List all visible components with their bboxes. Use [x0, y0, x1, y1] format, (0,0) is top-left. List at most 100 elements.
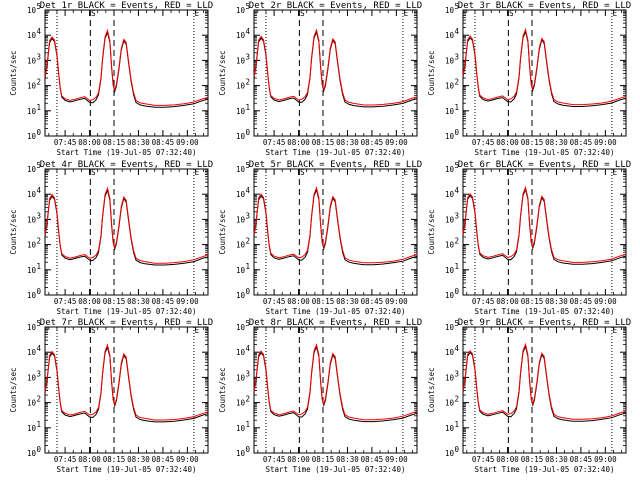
- y-tick-exponent: 3: [455, 211, 460, 220]
- y-tick-exponent: 3: [246, 211, 251, 220]
- y-tick-label: 10: [445, 323, 455, 332]
- y-tick-label: 10: [27, 399, 37, 408]
- y-tick-exponent: 5: [37, 319, 42, 328]
- x-tick-label: 07:45: [54, 138, 77, 147]
- y-tick-exponent: 5: [246, 2, 251, 11]
- y-tick-label: 10: [445, 6, 455, 15]
- end-marker-label: E: [195, 326, 200, 335]
- x-axis-label: Start Time (19-Jul-05 07:32:40): [266, 465, 406, 474]
- y-tick-label: 10: [445, 82, 455, 91]
- y-tick-exponent: 4: [37, 27, 42, 36]
- y-tick-label: 10: [236, 291, 246, 300]
- x-axis-label: Start Time (19-Jul-05 07:32:40): [57, 148, 197, 157]
- x-tick-label: 09:00: [594, 297, 617, 306]
- y-tick-label: 10: [236, 266, 246, 275]
- start-marker-label: S: [509, 168, 514, 177]
- y-tick-exponent: 3: [37, 369, 42, 378]
- y-tick-exponent: 2: [37, 78, 42, 87]
- y-tick-exponent: 2: [455, 237, 460, 246]
- end-marker-label: E: [195, 168, 200, 177]
- y-tick-label: 10: [27, 215, 37, 224]
- y-tick-exponent: 0: [246, 128, 251, 137]
- x-tick-label: 07:45: [472, 138, 495, 147]
- y-tick-exponent: 1: [455, 103, 460, 112]
- y-tick-exponent: 4: [455, 186, 460, 195]
- y-tick-exponent: 3: [246, 52, 251, 61]
- start-marker-label: S: [509, 9, 514, 18]
- y-axis-label: Counts/sec: [427, 367, 436, 412]
- plot-frame: [253, 9, 418, 137]
- x-tick-label: 09:00: [176, 455, 199, 464]
- y-tick-exponent: 2: [37, 237, 42, 246]
- x-axis-label: Start Time (19-Jul-05 07:32:40): [475, 307, 615, 316]
- y-tick-label: 10: [27, 82, 37, 91]
- y-axis-label: Counts/sec: [218, 50, 227, 95]
- y-tick-exponent: 1: [37, 262, 42, 271]
- y-tick-exponent: 5: [455, 2, 460, 11]
- y-tick-exponent: 0: [37, 445, 42, 454]
- plot-title: Det 7r BLACK = Events, RED = LLD: [40, 318, 213, 328]
- y-tick-label: 10: [27, 132, 37, 141]
- y-tick-label: 10: [236, 399, 246, 408]
- y-tick-exponent: 3: [37, 211, 42, 220]
- y-tick-exponent: 3: [37, 52, 42, 61]
- y-axis-label: Counts/sec: [218, 367, 227, 412]
- y-tick-label: 10: [27, 323, 37, 332]
- y-tick-exponent: 4: [246, 186, 251, 195]
- y-axis-label: Counts/sec: [9, 50, 18, 95]
- y-tick-exponent: 0: [455, 287, 460, 296]
- start-marker-label: S: [300, 9, 305, 18]
- y-axis-label: Counts/sec: [9, 367, 18, 412]
- plot-title: Det 2r BLACK = Events, RED = LLD: [249, 1, 422, 11]
- y-tick-label: 10: [236, 424, 246, 433]
- lld-series-line: [462, 342, 627, 420]
- y-tick-exponent: 5: [37, 161, 42, 170]
- start-marker-label: S: [509, 326, 514, 335]
- x-tick-label: 07:45: [54, 455, 77, 464]
- x-axis-label: Start Time (19-Jul-05 07:32:40): [475, 465, 615, 474]
- y-tick-exponent: 5: [246, 319, 251, 328]
- lld-series-line: [253, 343, 418, 421]
- plot-title: Det 6r BLACK = Events, RED = LLD: [458, 160, 631, 170]
- x-axis-label: Start Time (19-Jul-05 07:32:40): [266, 148, 406, 157]
- x-tick-label: 08:30: [545, 455, 568, 464]
- y-tick-exponent: 5: [455, 319, 460, 328]
- x-tick-label: 09:00: [385, 455, 408, 464]
- y-tick-exponent: 2: [455, 395, 460, 404]
- plot-title: Det 1r BLACK = Events, RED = LLD: [40, 1, 213, 11]
- y-tick-exponent: 0: [246, 445, 251, 454]
- y-tick-label: 10: [236, 348, 246, 357]
- y-tick-exponent: 4: [37, 186, 42, 195]
- y-tick-label: 10: [27, 165, 37, 174]
- y-tick-exponent: 1: [246, 262, 251, 271]
- y-tick-exponent: 2: [246, 237, 251, 246]
- x-tick-label: 09:00: [594, 138, 617, 147]
- y-tick-label: 10: [27, 56, 37, 65]
- y-tick-exponent: 1: [246, 103, 251, 112]
- x-tick-label: 08:30: [336, 297, 359, 306]
- y-tick-label: 10: [236, 190, 246, 199]
- x-tick-label: 08:15: [521, 297, 544, 306]
- end-marker-label: E: [404, 9, 409, 18]
- x-tick-label: 09:00: [594, 455, 617, 464]
- y-tick-exponent: 1: [455, 420, 460, 429]
- y-tick-label: 10: [236, 323, 246, 332]
- x-tick-label: 08:45: [570, 297, 593, 306]
- x-tick-label: 09:00: [176, 138, 199, 147]
- y-tick-exponent: 1: [455, 262, 460, 271]
- y-tick-label: 10: [445, 449, 455, 458]
- start-marker-label: S: [300, 326, 305, 335]
- x-tick-label: 08:15: [521, 455, 544, 464]
- y-tick-exponent: 4: [455, 344, 460, 353]
- plot-frame: [253, 168, 418, 296]
- x-tick-label: 08:15: [312, 297, 335, 306]
- x-tick-label: 08:45: [361, 455, 384, 464]
- y-tick-exponent: 1: [37, 420, 42, 429]
- y-tick-label: 10: [445, 165, 455, 174]
- x-tick-label: 08:15: [312, 455, 335, 464]
- y-tick-label: 10: [445, 424, 455, 433]
- start-marker-label: S: [91, 168, 96, 177]
